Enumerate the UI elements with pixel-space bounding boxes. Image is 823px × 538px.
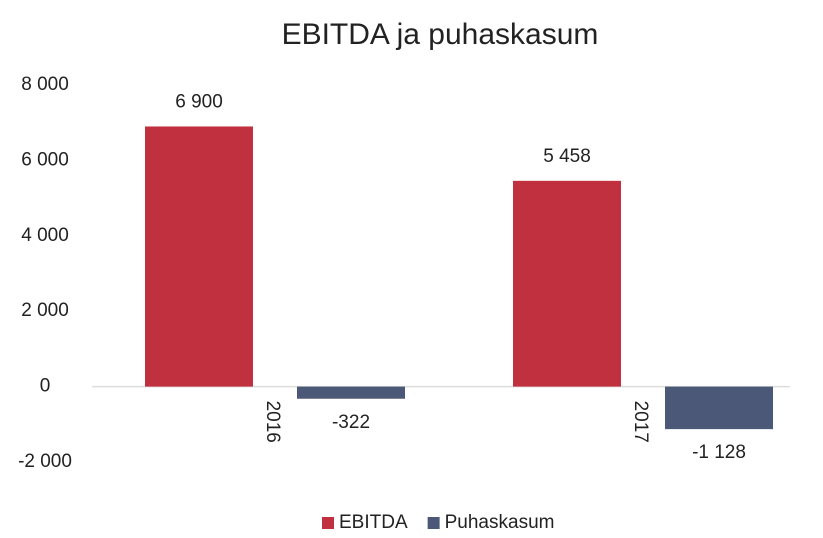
legend-label: EBITDA (339, 512, 408, 533)
data-label: -1 128 (692, 442, 746, 463)
y-tick-label: 8 000 (21, 74, 69, 95)
legend-label: Puhaskasum (445, 512, 555, 533)
x-tick-label: 2016 (262, 401, 283, 443)
bar (513, 180, 621, 387)
bar (145, 126, 253, 387)
y-tick-label: 0 (40, 376, 51, 397)
legend-swatch (322, 517, 334, 529)
data-label: -322 (332, 412, 370, 433)
bar (297, 386, 405, 399)
x-tick-label: 2017 (630, 401, 651, 443)
y-tick-label: 6 000 (21, 149, 69, 170)
legend-swatch (427, 517, 440, 529)
chart-title: EBITDA ja puhaskasum (282, 18, 599, 51)
y-tick-label: 4 000 (21, 225, 69, 246)
y-tick-label: 2 000 (21, 300, 69, 321)
bar (665, 386, 773, 430)
data-label: 6 900 (175, 91, 223, 112)
data-label: 5 458 (543, 146, 591, 167)
y-tick-label: -2 000 (18, 451, 72, 472)
